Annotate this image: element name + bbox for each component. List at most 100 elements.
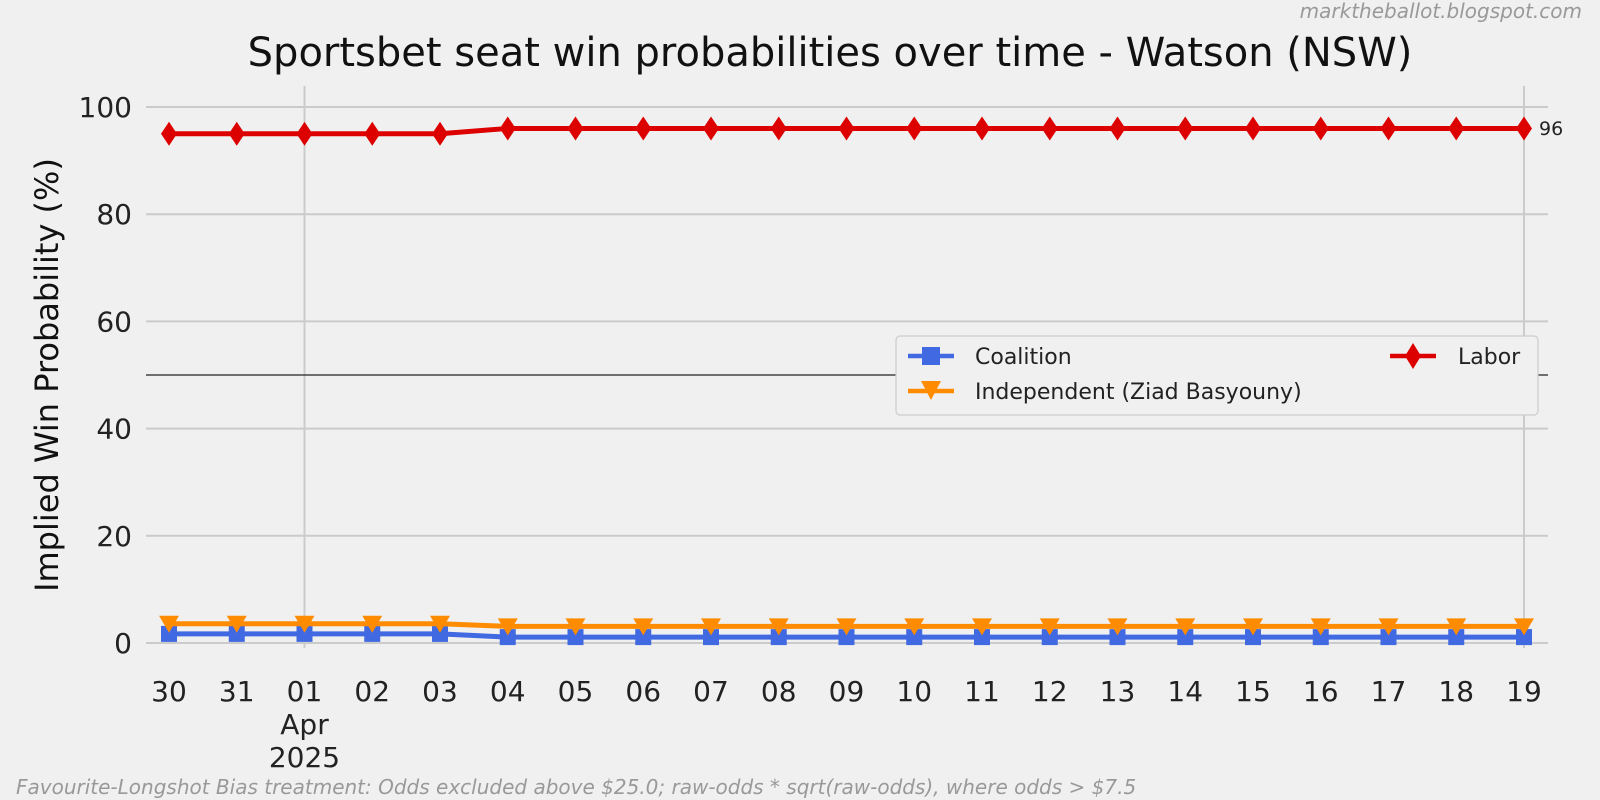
series-coalition	[161, 625, 1532, 646]
y-tick-label: 60	[96, 305, 132, 338]
x-tick-label: 18	[1438, 675, 1474, 708]
data-point-labor	[296, 121, 313, 146]
data-point-coalition	[906, 629, 923, 646]
data-point-independent-ziad-basyouny	[1243, 618, 1263, 636]
y-tick-label: 40	[96, 413, 132, 446]
legend-box	[895, 335, 1539, 416]
legend-entry-labor: Labor	[1390, 343, 1521, 370]
y-axis-ticks: 0 20 40 60 80 100	[79, 91, 132, 660]
x-tick-label: 15	[1235, 675, 1271, 708]
x-tick-label: 02	[354, 675, 390, 708]
legend: Coalition Independent (Ziad Basyouny) La…	[895, 335, 1539, 416]
x-tick-label: 05	[558, 675, 594, 708]
data-point-coalition	[770, 629, 787, 646]
legend-label-labor: Labor	[1458, 345, 1521, 370]
x-tick-label: 17	[1371, 675, 1407, 708]
y-tick-label: 80	[96, 198, 132, 231]
data-point-coalition	[974, 629, 990, 646]
data-point-independent-ziad-basyouny	[1107, 618, 1128, 636]
data-point-independent-ziad-basyouny	[362, 615, 383, 633]
x-tick-label: 30	[151, 675, 187, 708]
data-point-labor	[1448, 116, 1465, 141]
data-point-coalition	[1448, 629, 1465, 646]
data-point-independent-ziad-basyouny	[430, 615, 450, 633]
y-tick-label: 100	[79, 91, 132, 124]
data-point-labor	[1109, 116, 1126, 141]
legend-entry-independent: Independent (Ziad Basyouny)	[908, 380, 1302, 405]
data-point-coalition	[1312, 629, 1329, 646]
data-point-labor	[1380, 116, 1397, 141]
chart-title: Sportsbet seat win probabilities over ti…	[248, 30, 1413, 76]
watermark: marktheballot.blogspot.com	[1300, 0, 1582, 23]
x-tick-sublabel: Apr	[280, 708, 329, 741]
data-series	[159, 116, 1534, 646]
data-point-independent-ziad-basyouny	[633, 618, 654, 636]
data-point-labor	[228, 121, 245, 146]
data-point-labor	[838, 116, 855, 141]
data-point-coalition	[567, 629, 584, 646]
x-tick-label: 10	[896, 675, 932, 708]
data-point-coalition	[1245, 629, 1261, 646]
x-tick-label: 04	[490, 675, 526, 708]
x-tick-label: 31	[219, 675, 255, 708]
data-point-labor	[161, 121, 177, 146]
x-tick-label: 12	[1032, 675, 1068, 708]
data-point-independent-ziad-basyouny	[1310, 618, 1331, 636]
x-tick-label: 03	[422, 675, 458, 708]
data-point-labor	[906, 116, 923, 141]
legend-label-independent: Independent (Ziad Basyouny)	[975, 380, 1302, 405]
data-point-independent-ziad-basyouny	[701, 618, 721, 636]
data-point-independent-ziad-basyouny	[1039, 618, 1060, 636]
legend-entry-coalition: Coalition	[908, 345, 1072, 370]
x-tick-label: 06	[625, 675, 661, 708]
data-point-labor	[974, 116, 990, 141]
data-point-labor	[770, 116, 787, 141]
data-point-coalition	[703, 629, 719, 646]
data-point-coalition	[364, 625, 381, 642]
data-point-coalition	[296, 625, 313, 642]
data-point-coalition	[499, 629, 516, 646]
x-tick-label: 01	[287, 675, 323, 708]
data-point-labor	[1041, 116, 1058, 141]
y-axis-label: Implied Win Probability (%)	[28, 158, 66, 592]
x-tick-label: 08	[761, 675, 797, 708]
data-point-labor	[703, 116, 719, 141]
y-tick-label: 20	[96, 520, 132, 553]
data-point-labor	[635, 116, 652, 141]
data-point-labor	[567, 116, 584, 141]
x-tick-sublabel: 2025	[269, 741, 340, 774]
footnote: Favourite-Longshot Bias treatment: Odds …	[16, 775, 1136, 799]
data-point-coalition	[432, 625, 448, 642]
x-tick-label: 14	[1167, 675, 1203, 708]
x-tick-label: 16	[1303, 675, 1339, 708]
data-point-labor	[1177, 116, 1194, 141]
data-point-independent-ziad-basyouny	[904, 618, 925, 636]
series-independent-ziad-basyouny	[159, 615, 1534, 636]
data-point-coalition	[1041, 629, 1058, 646]
x-tick-label: 07	[693, 675, 729, 708]
data-point-independent-ziad-basyouny	[1514, 618, 1534, 636]
data-point-independent-ziad-basyouny	[1446, 618, 1467, 636]
data-point-independent-ziad-basyouny	[1378, 618, 1399, 636]
data-point-labor	[432, 121, 448, 146]
series-labor	[161, 116, 1532, 146]
y-tick-label: 0	[114, 627, 132, 660]
data-point-coalition	[1516, 629, 1532, 646]
data-point-independent-ziad-basyouny	[497, 618, 518, 636]
data-point-coalition	[635, 629, 652, 646]
data-point-labor	[364, 121, 381, 146]
data-point-independent-ziad-basyouny	[159, 615, 179, 633]
data-point-independent-ziad-basyouny	[836, 618, 857, 636]
x-tick-label: 09	[829, 675, 865, 708]
data-point-independent-ziad-basyouny	[226, 615, 247, 633]
data-point-coalition	[161, 625, 177, 642]
data-point-coalition	[838, 629, 855, 646]
end-value-label: 96	[1539, 118, 1563, 140]
data-point-labor	[1312, 116, 1329, 141]
legend-label-coalition: Coalition	[975, 345, 1072, 370]
data-point-independent-ziad-basyouny	[565, 618, 586, 636]
data-point-labor	[499, 116, 516, 141]
data-point-labor	[1516, 116, 1532, 141]
